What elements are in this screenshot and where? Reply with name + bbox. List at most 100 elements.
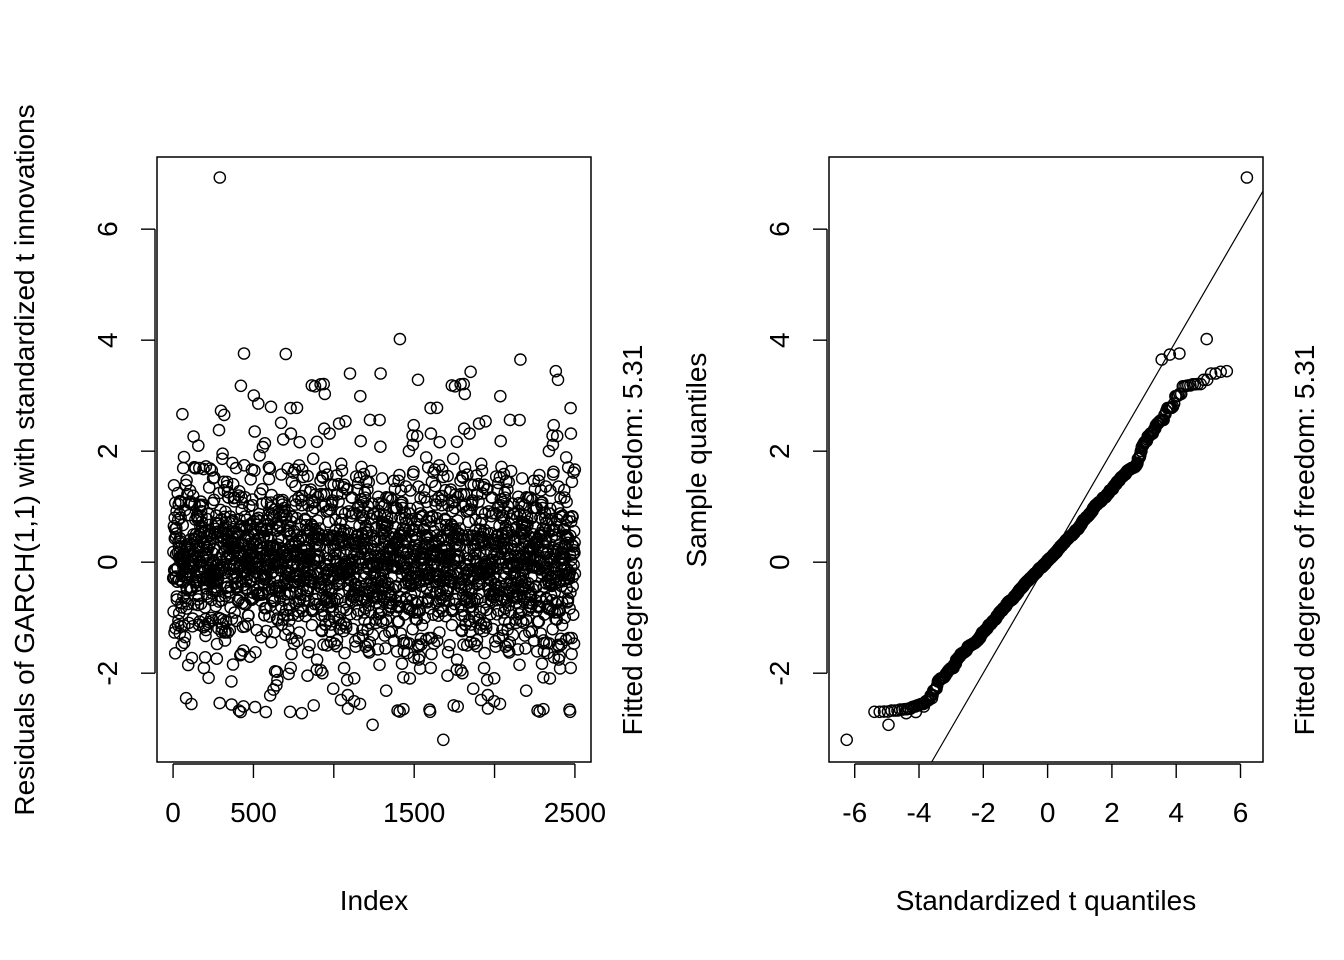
data-point: [338, 646, 351, 660]
data-point: [462, 515, 476, 529]
data-point: [232, 704, 246, 717]
data-point: [486, 622, 500, 636]
data-point: [181, 597, 195, 611]
data-point: [412, 640, 426, 653]
data-point: [301, 669, 314, 683]
data-point: [371, 490, 385, 504]
data-point: [285, 475, 299, 489]
data-point: [477, 624, 490, 638]
data-point: [225, 675, 238, 688]
data-point: [561, 592, 575, 605]
data-point: [249, 646, 262, 659]
data-point: [550, 429, 564, 443]
data-point: [213, 171, 227, 184]
data-point: [396, 671, 410, 684]
data-point: [479, 414, 492, 428]
data-point: [411, 373, 425, 387]
data-point: [407, 418, 421, 432]
data-point: [425, 647, 438, 661]
data-point: [379, 613, 393, 627]
data-point: [379, 684, 393, 698]
data-point: [479, 621, 493, 634]
data-point: [274, 416, 288, 430]
data-point: [547, 418, 561, 432]
data-point: [464, 365, 477, 379]
data-point: [290, 634, 304, 648]
data-point: [565, 475, 579, 489]
data-point: [568, 536, 581, 549]
data-point: [564, 401, 577, 415]
data-point: [282, 667, 295, 681]
data-point: [375, 614, 388, 628]
data-point: [308, 379, 322, 393]
data-point: [230, 576, 244, 590]
data-point: [326, 682, 340, 696]
data-point: [559, 633, 573, 647]
data-point: [385, 625, 399, 638]
data-point: [366, 628, 380, 642]
data-point: [512, 490, 525, 504]
data-point: [260, 624, 273, 638]
data-point: [568, 546, 581, 559]
data-point: [515, 614, 528, 628]
data-point: [185, 651, 199, 665]
data-point: [566, 570, 580, 584]
data-point: [484, 607, 497, 621]
data-point: [549, 364, 563, 378]
data-point: [210, 652, 224, 666]
data-point: [287, 637, 301, 651]
data-point: [443, 638, 456, 652]
plot-frame: [156, 156, 592, 763]
data-point: [279, 347, 293, 361]
data-point: [424, 586, 437, 599]
data-point: [354, 434, 368, 448]
data-point: [480, 673, 494, 687]
data-point: [471, 592, 484, 606]
data-point: [525, 625, 539, 638]
data-point: [177, 450, 191, 464]
data-point: [403, 672, 417, 685]
data-point: [337, 661, 351, 675]
data-point: [514, 353, 527, 366]
data-point: [481, 702, 495, 715]
data-point: [235, 503, 248, 517]
data-point: [234, 379, 248, 393]
data-point: [501, 483, 514, 496]
data-point: [491, 476, 505, 490]
data-point: [241, 617, 255, 631]
data-point: [293, 626, 306, 639]
data-point: [566, 510, 579, 523]
data-point: [204, 611, 218, 625]
data-point: [255, 497, 269, 511]
data-point: [455, 624, 469, 638]
data-point: [478, 646, 491, 660]
data-point: [428, 494, 442, 507]
data-point: [298, 560, 311, 574]
data-point: [253, 514, 267, 528]
data-point: [558, 483, 571, 497]
data-point: [306, 452, 320, 466]
data-point: [232, 489, 246, 502]
data-point: [341, 702, 355, 715]
data-point: [549, 597, 562, 610]
data-point: [533, 468, 546, 482]
data-point: [353, 389, 367, 403]
data-point: [373, 413, 386, 427]
data-point: [353, 697, 367, 711]
data-point: [424, 401, 437, 415]
data-point: [218, 634, 232, 647]
data-point: [274, 468, 288, 481]
data-point: [395, 657, 409, 671]
data-point: [415, 618, 429, 632]
data-point: [567, 637, 581, 651]
data-point: [213, 696, 226, 710]
data-point: [198, 651, 212, 664]
data-point: [242, 609, 255, 622]
data-point: [493, 697, 507, 711]
data-point: [533, 600, 547, 614]
data-point: [430, 634, 444, 648]
data-point: [313, 522, 327, 535]
data-point: [291, 609, 305, 623]
